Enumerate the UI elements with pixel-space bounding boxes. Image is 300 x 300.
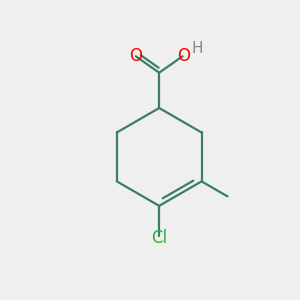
Text: O: O xyxy=(129,46,142,64)
Text: Cl: Cl xyxy=(151,230,167,247)
Text: O: O xyxy=(177,46,190,64)
Text: H: H xyxy=(191,41,202,56)
